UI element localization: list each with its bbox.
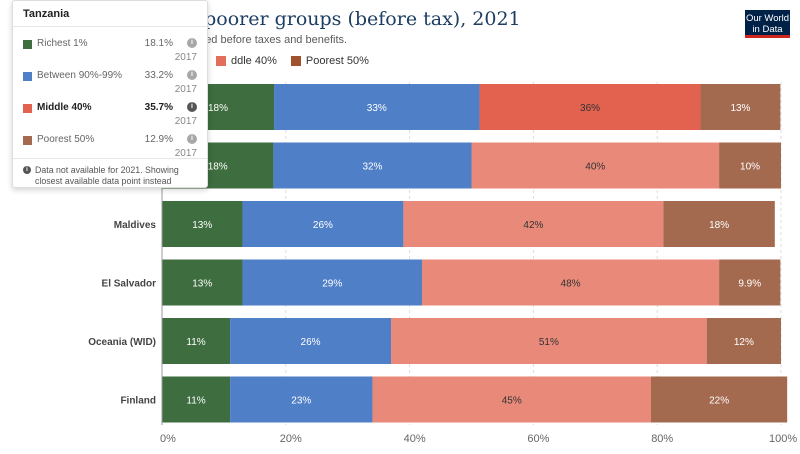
legend-label-middle-40: ddle 40%: [231, 55, 277, 67]
bar-segment[interactable]: [230, 318, 392, 364]
tooltip-row: Poorest 50% 12.9% i 2017: [13, 131, 207, 163]
data-label: 13%: [730, 103, 750, 114]
bar-segment[interactable]: [162, 201, 243, 247]
category-label: Oceania (WID): [88, 337, 156, 348]
tooltip-swatch: [23, 136, 32, 145]
tooltip-note-text: Data not available for 2021. Showing clo…: [35, 165, 179, 186]
bar-segment[interactable]: [230, 376, 373, 423]
data-label: 42%: [523, 220, 543, 231]
logo-line-2: in Data: [752, 24, 783, 35]
data-label: 11%: [186, 396, 205, 407]
tooltip-year: 2017: [174, 116, 197, 127]
bar-segment[interactable]: [162, 259, 243, 306]
data-label: 11%: [186, 337, 205, 348]
category-label: Maldives: [114, 220, 157, 231]
x-tick-label: 60%: [527, 433, 549, 445]
bar-segment[interactable]: [162, 376, 231, 423]
tooltip-separator: [13, 158, 207, 159]
x-tick-label: 40%: [404, 433, 426, 445]
info-icon: i: [23, 166, 31, 174]
x-tick-label: 20%: [280, 433, 302, 445]
data-label: 12%: [734, 337, 754, 348]
tooltip-label: Richest 1%: [37, 38, 88, 49]
tooltip-value: 18.1%: [144, 38, 173, 49]
tooltip-value: 12.9%: [144, 134, 173, 145]
bar-segment[interactable]: [391, 318, 707, 364]
bar-segment[interactable]: [274, 84, 480, 130]
data-label: 18%: [709, 220, 729, 231]
info-icon: i: [187, 38, 197, 48]
bar-segment[interactable]: [663, 201, 775, 247]
tooltip-year: 2017: [174, 52, 197, 63]
tooltip-label: Between 90%-99%: [37, 70, 123, 81]
info-icon: i: [187, 134, 197, 144]
tooltip-row: Between 90%-99% 33.2% i 2017: [13, 67, 207, 99]
legend-swatch-middle-40: [216, 56, 226, 66]
data-label: 23%: [291, 396, 311, 407]
legend-item-poorest-50[interactable]: Poorest 50%: [290, 55, 369, 67]
bar-segment[interactable]: [706, 318, 781, 364]
tooltip-swatch: [23, 40, 32, 49]
tooltip-swatch: [23, 104, 32, 113]
tooltip-year: 2017: [174, 148, 197, 159]
data-label: 26%: [313, 220, 333, 231]
bar-segment[interactable]: [242, 201, 404, 247]
bar-segment[interactable]: [372, 376, 652, 423]
bar-segment[interactable]: [471, 142, 720, 189]
data-label: 13%: [192, 220, 212, 231]
tooltip-label: Middle 40%: [37, 102, 92, 113]
data-label: 18%: [208, 103, 228, 114]
legend: ddle 40% Poorest 50%: [12, 55, 369, 67]
bar-segment[interactable]: [273, 142, 472, 189]
tooltip-title: Tanzania: [13, 1, 207, 27]
tooltip-row: Middle 40% 35.7% i 2017: [13, 99, 207, 131]
bar-segment[interactable]: [403, 201, 664, 247]
data-label: 18%: [208, 162, 228, 173]
data-label: 9.9%: [738, 279, 761, 290]
owid-logo[interactable]: Our World in Data: [745, 10, 790, 38]
data-label: 45%: [502, 396, 522, 407]
data-label: 40%: [585, 162, 605, 173]
data-label: 13%: [192, 279, 212, 290]
tooltip-swatch: [23, 72, 32, 81]
data-label: 26%: [301, 337, 321, 348]
bar-segment[interactable]: [719, 142, 781, 189]
data-label: 29%: [322, 279, 342, 290]
tooltip-label: Poorest 50%: [37, 134, 95, 145]
x-tick-label: 100%: [769, 433, 797, 445]
tooltip-value: 33.2%: [144, 70, 173, 81]
legend-label-poorest-50: Poorest 50%: [305, 55, 369, 67]
tooltip-row: Richest 1% 18.1% i 2017: [13, 35, 207, 67]
data-label: 32%: [362, 162, 382, 173]
legend-item-middle-40[interactable]: ddle 40%: [216, 55, 277, 67]
category-label: El Salvador: [102, 279, 157, 290]
tooltip-note: i Data not available for 2021. Showing c…: [23, 165, 201, 187]
bar-segment[interactable]: [242, 259, 422, 306]
bar-segment[interactable]: [479, 84, 701, 130]
x-tick-label: 0%: [160, 433, 176, 445]
logo-line-1: Our World: [745, 13, 790, 24]
bar-segment[interactable]: [162, 318, 231, 364]
bar-segment[interactable]: [700, 84, 781, 130]
tooltip: Tanzania Richest 1% 18.1% i 2017 Between 90%…: [12, 0, 208, 188]
data-label: 48%: [561, 279, 581, 290]
data-label: 22%: [709, 396, 729, 407]
info-icon: i: [187, 70, 197, 80]
bar-segment[interactable]: [651, 376, 788, 423]
bar-segment[interactable]: [421, 259, 720, 306]
info-icon: i: [187, 102, 197, 112]
tooltip-year: 2017: [174, 84, 197, 95]
data-label: 51%: [539, 337, 559, 348]
category-label: Finland: [120, 396, 156, 407]
x-tick-label: 80%: [651, 433, 673, 445]
data-label: 36%: [580, 103, 600, 114]
data-label: 33%: [367, 103, 387, 114]
data-label: 10%: [740, 162, 760, 173]
tooltip-value: 35.7%: [144, 102, 173, 113]
bar-segment[interactable]: [719, 259, 781, 306]
legend-swatch-poorest-50: [290, 56, 301, 66]
